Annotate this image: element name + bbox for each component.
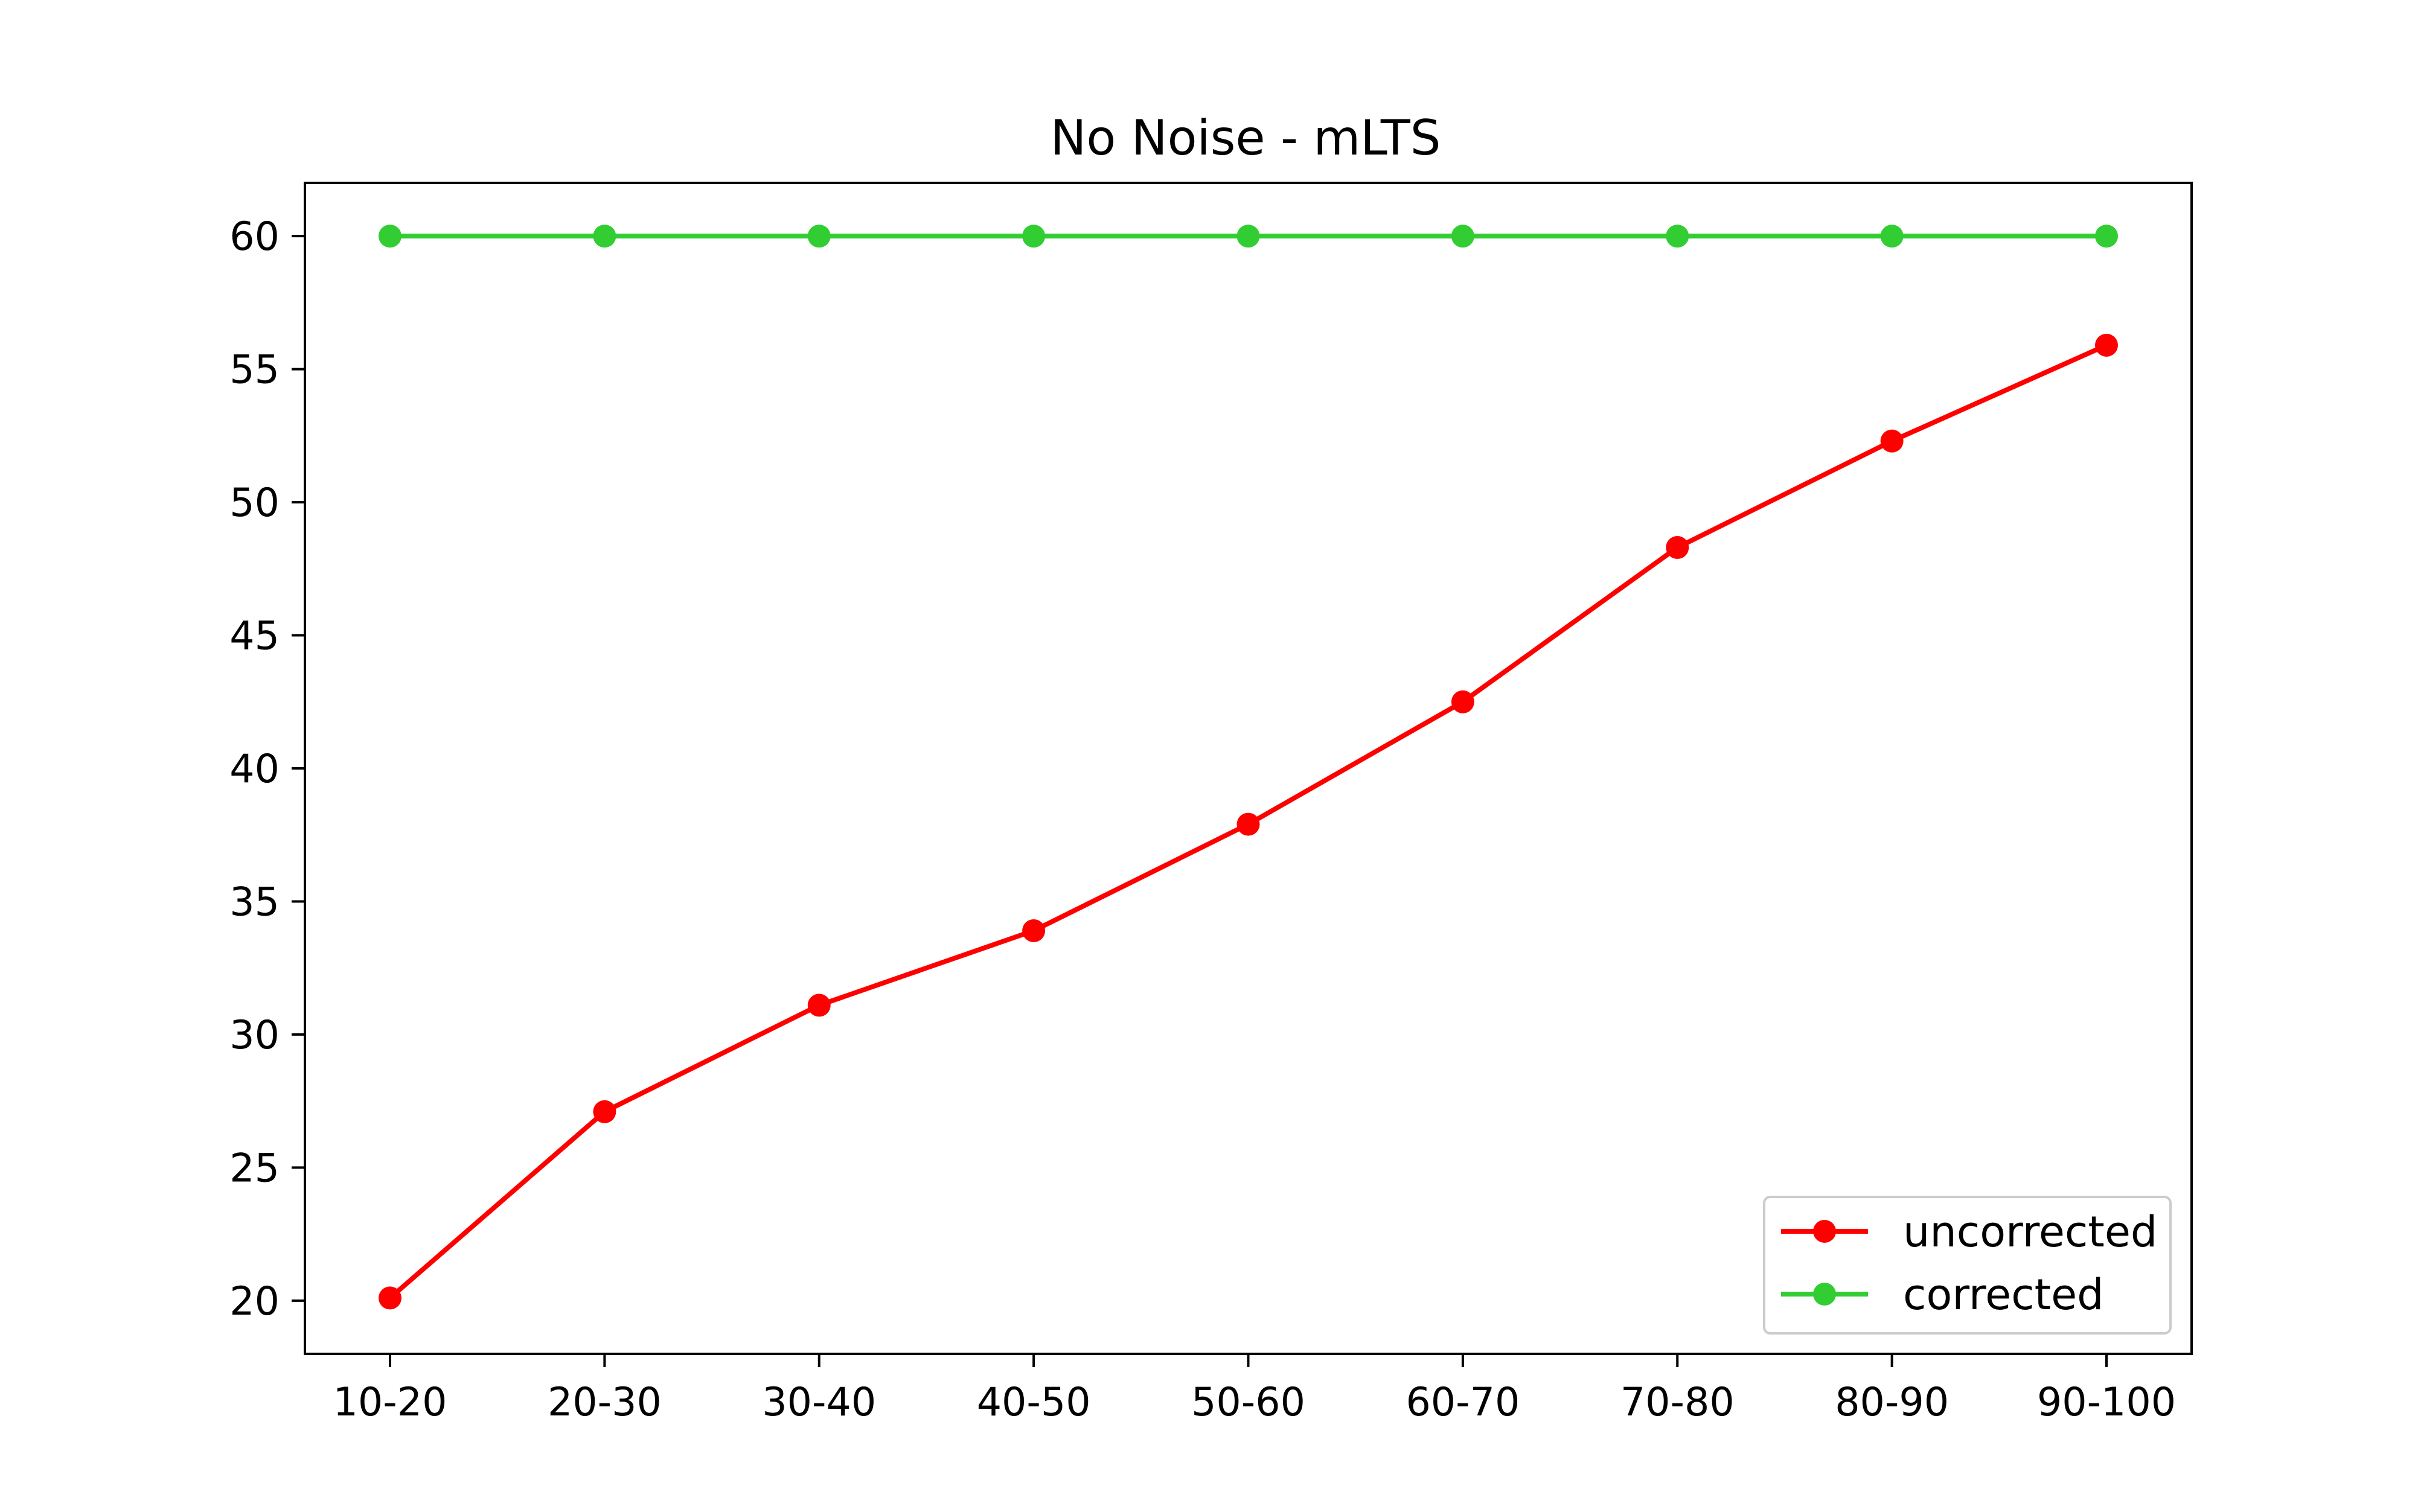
y-tick-label: 20 xyxy=(229,1279,280,1324)
data-point xyxy=(1666,536,1689,560)
legend: uncorrected corrected xyxy=(1763,1196,2172,1335)
x-tick-label: 60-70 xyxy=(1406,1380,1520,1425)
legend-item-corrected: corrected xyxy=(1781,1270,2104,1319)
data-point xyxy=(593,225,616,248)
data-point xyxy=(379,1286,401,1310)
y-tick-label: 40 xyxy=(229,747,280,792)
data-point xyxy=(1022,225,1046,248)
data-point xyxy=(1236,812,1260,836)
series-corrected xyxy=(379,225,2118,248)
chart-title: No Noise - mLTS xyxy=(1051,110,1441,166)
legend-item-uncorrected: uncorrected xyxy=(1781,1207,2157,1257)
y-tick-label: 30 xyxy=(229,1013,280,1058)
series-layer xyxy=(379,225,2118,1310)
data-point xyxy=(379,225,401,248)
x-tick-label: 90-100 xyxy=(2037,1380,2176,1425)
axis-ticks: 20 25 30 35 40 45 50 55 60 10-20 20-30 30-40 40-50 50… xyxy=(229,214,2176,1425)
data-point xyxy=(1451,690,1474,713)
legend-swatch-marker xyxy=(1813,1283,1836,1306)
x-tick-label: 10-20 xyxy=(333,1380,447,1425)
x-tick-label: 40-50 xyxy=(977,1380,1091,1425)
plot-frame xyxy=(304,182,2193,1355)
data-point xyxy=(807,994,831,1017)
x-tick-label: 20-30 xyxy=(548,1380,662,1425)
data-point xyxy=(593,1100,616,1123)
y-tick-label: 35 xyxy=(229,879,280,925)
y-tick-label: 50 xyxy=(229,480,280,526)
y-tick-label: 25 xyxy=(229,1146,280,1191)
data-point xyxy=(1880,225,1904,248)
legend-label: corrected xyxy=(1903,1270,2104,1319)
y-tick-label: 55 xyxy=(229,348,280,393)
data-point xyxy=(807,225,831,248)
data-point xyxy=(1236,225,1260,248)
data-point xyxy=(1666,225,1689,248)
x-tick-label: 50-60 xyxy=(1191,1380,1305,1425)
data-point xyxy=(1880,429,1904,453)
x-tick-label: 70-80 xyxy=(1620,1380,1735,1425)
data-point xyxy=(2095,225,2118,248)
y-tick-label: 45 xyxy=(229,614,280,659)
x-tick-label: 80-90 xyxy=(1835,1380,1949,1425)
y-tick-label: 60 xyxy=(229,214,280,260)
data-point xyxy=(2095,333,2118,357)
series-uncorrected xyxy=(379,333,2118,1310)
legend-swatch-marker xyxy=(1813,1220,1836,1243)
data-point xyxy=(1451,225,1474,248)
x-tick-label: 30-40 xyxy=(762,1380,876,1425)
data-point xyxy=(1022,919,1046,942)
legend-label: uncorrected xyxy=(1903,1207,2157,1257)
